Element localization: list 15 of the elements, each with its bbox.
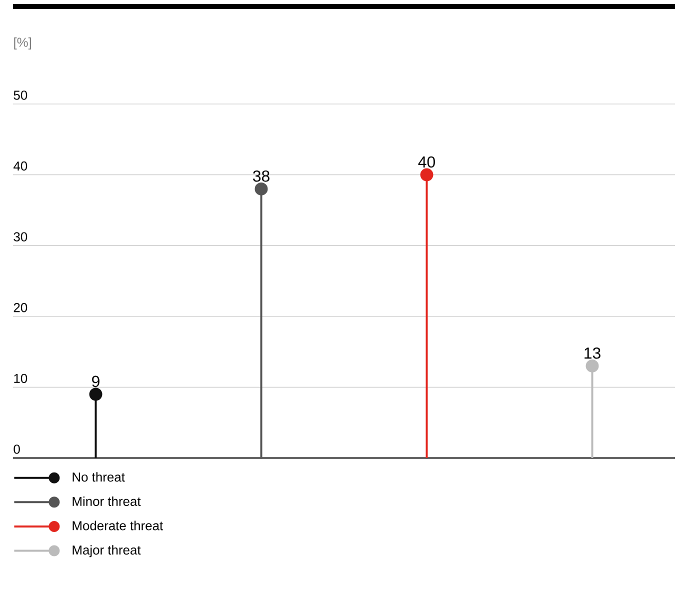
- y-tick-label: 50: [14, 90, 28, 100]
- legend-label: Minor threat: [72, 496, 141, 506]
- y-tick-label: 10: [14, 374, 28, 383]
- data-label: 40: [418, 156, 435, 168]
- legend-label: No threat: [72, 472, 125, 482]
- data-label: 9: [92, 376, 100, 388]
- y-tick-label: 0: [14, 444, 20, 454]
- legend-label: Major threat: [72, 545, 141, 558]
- y-tick-label: 40: [14, 161, 28, 171]
- data-label: 38: [253, 170, 270, 182]
- y-axis-title: [%]: [14, 37, 31, 50]
- legend-label: Moderate threat: [72, 520, 164, 530]
- y-tick-label: 30: [14, 232, 28, 242]
- y-tick-label: 20: [14, 303, 28, 312]
- data-label: 13: [584, 347, 600, 359]
